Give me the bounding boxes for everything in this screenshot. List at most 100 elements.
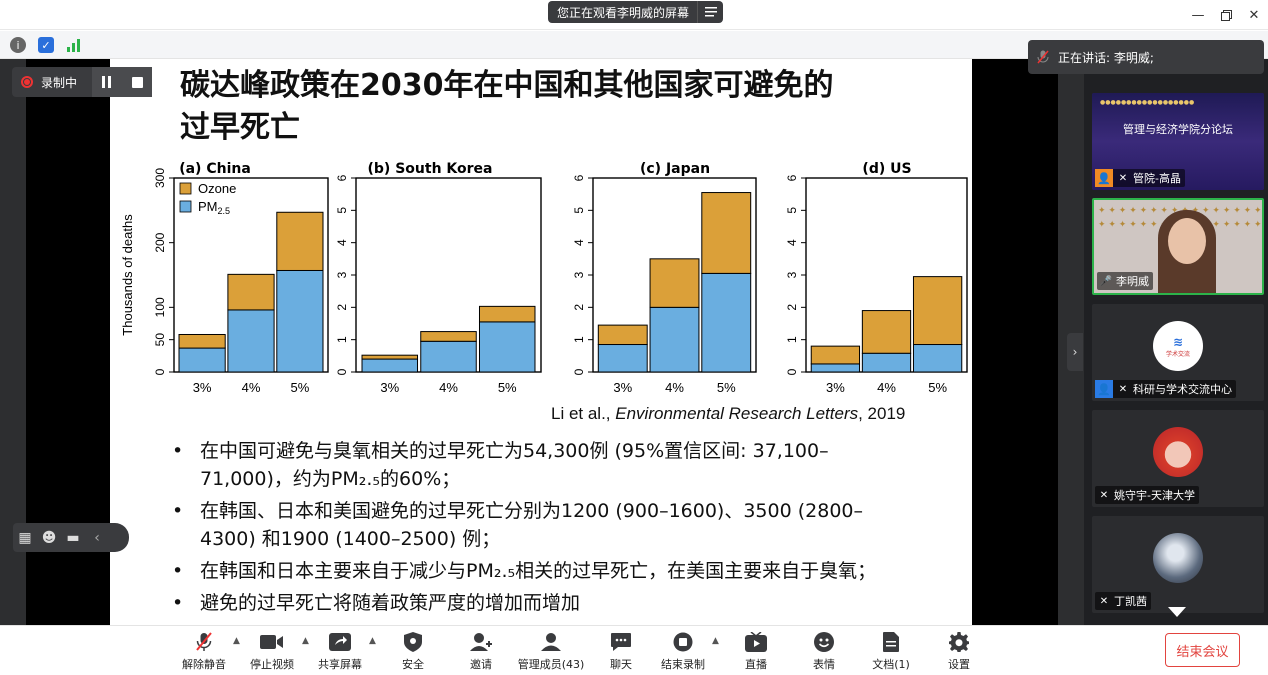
menu-icon[interactable]: [697, 1, 723, 23]
scroll-down-icon[interactable]: [1168, 607, 1186, 617]
chat-button[interactable]: 聊天: [589, 630, 653, 674]
security-label: 安全: [402, 658, 424, 671]
y-tick-label: 3: [335, 271, 349, 278]
x-tick-label: 4%: [242, 380, 261, 395]
citation-journal: Environmental Research Letters: [615, 404, 859, 423]
end-recording-button[interactable]: 结束录制: [651, 630, 715, 674]
y-tick-label: 0: [153, 368, 167, 375]
invite-button[interactable]: 邀请: [449, 630, 513, 674]
citation-year: , 2019: [858, 404, 906, 423]
chart-c-title: (c) Japan: [639, 161, 711, 177]
chevron-up-icon[interactable]: ▲: [233, 636, 240, 646]
mic-muted-icon: ✕: [1099, 595, 1109, 607]
chevron-left-icon[interactable]: ‹: [94, 529, 100, 546]
y-tick-label: 100: [153, 297, 167, 317]
emoji-button[interactable]: 表情: [792, 630, 856, 674]
y-tick-label: 0: [785, 368, 799, 375]
emoji-icon[interactable]: ☻: [41, 529, 57, 546]
chart-d-title: (d) US: [862, 161, 912, 177]
share-screen-label: 共享屏幕: [318, 658, 362, 671]
face: [1168, 218, 1206, 264]
shield-icon[interactable]: ✓: [38, 37, 54, 53]
participant-name-tag: 👤 ✕ 管院-高晶: [1095, 169, 1185, 187]
bar-segment: [861, 310, 912, 354]
shared-screen-area: 碳达峰政策在2030年在中国和其他国家可避免的 过早死亡 (a) China (…: [0, 59, 1084, 625]
bullet-list: 在中国可避免与臭氧相关的过早死亡为54,300例 (95%置信区间: 37,10…: [170, 437, 910, 621]
bar-segment: [227, 309, 275, 373]
apps-icon[interactable]: ▦: [18, 529, 32, 546]
stop-recording-button[interactable]: [122, 67, 152, 97]
unmute-button[interactable]: 解除静音: [172, 630, 236, 674]
collapse-panel-icon[interactable]: ›: [1067, 333, 1083, 371]
y-tick-label: 4: [785, 239, 799, 246]
participant-tile[interactable]: ≋ 学术交流 👤 ✕ 科研与学术交流中心: [1092, 304, 1264, 401]
bar-segment: [478, 305, 536, 323]
end-meeting-button[interactable]: 结束会议: [1165, 633, 1240, 667]
bar-segment: [597, 344, 648, 373]
pause-recording-button[interactable]: [92, 67, 122, 97]
y-tick-label: 5: [335, 207, 349, 214]
live-stream-label: 直播: [745, 658, 767, 671]
mic-icon: 🎤: [1099, 275, 1113, 287]
bar-segment: [276, 269, 324, 373]
bar-segment: [276, 211, 324, 271]
mic-muted-icon: [192, 630, 216, 654]
bar-segment: [420, 340, 477, 373]
bar-segment: [361, 358, 419, 373]
bar-segment: [420, 331, 477, 342]
avatar-icon: 👤: [1095, 169, 1113, 187]
bar-segment: [478, 321, 536, 373]
x-tick-label: 4%: [877, 380, 896, 395]
participant-tile-active[interactable]: ✦ ✦ ✦ ✦ ✦ ✦ ✦ ✦ ✦ ✦ ✦ ✦ ✦ ✦ ✦ ✦ ✦ ✦ ✦ ✦ …: [1092, 198, 1264, 295]
bar-segment: [597, 324, 648, 346]
y-tick-label: 2: [785, 304, 799, 311]
documents-label: 文档(1): [872, 658, 910, 671]
participant-name-tag: ✕ 丁凯茜: [1095, 592, 1151, 610]
participant-tile[interactable]: ✕ 丁凯茜: [1092, 516, 1264, 613]
share-notice-text: 您正在观看李明威的屏幕: [557, 5, 690, 20]
y-tick-label: 6: [785, 174, 799, 181]
close-icon[interactable]: ✕: [1248, 7, 1260, 23]
manage-members-button[interactable]: 管理成员(43): [514, 630, 588, 674]
y-tick-label: 0: [572, 368, 586, 375]
security-shield-icon: [401, 630, 425, 654]
avatar-icon: 👤: [1095, 380, 1113, 398]
bar-segment: [361, 354, 419, 360]
live-stream-button[interactable]: 直播: [724, 630, 788, 674]
window-titlebar: 您正在观看李明威的屏幕 — ✕: [0, 0, 1268, 30]
mic-muted-icon: ✕: [1118, 383, 1128, 395]
y-tick-label: 4: [335, 239, 349, 246]
minimize-icon[interactable]: —: [1191, 7, 1205, 23]
bar-segment: [178, 347, 226, 373]
share-screen-button[interactable]: 共享屏幕: [308, 630, 372, 674]
live-icon: [744, 630, 768, 654]
x-tick-label: 3%: [613, 380, 632, 395]
x-tick-label: 3%: [826, 380, 845, 395]
x-tick-label: 5%: [928, 380, 947, 395]
y-tick-label: 2: [572, 304, 586, 311]
participant-tile[interactable]: ✕ 姚守宇-天津大学: [1092, 410, 1264, 507]
y-tick-label: 1: [572, 336, 586, 343]
chevron-up-icon[interactable]: ▲: [712, 636, 719, 646]
documents-button[interactable]: 文档(1): [859, 630, 923, 674]
org-logo: ≋ 学术交流: [1153, 321, 1203, 371]
settings-button[interactable]: 设置: [927, 630, 991, 674]
chat-bubble-icon[interactable]: ▬: [66, 529, 80, 546]
slide-title-line2: 过早死亡: [180, 110, 300, 145]
info-icon[interactable]: i: [10, 37, 26, 53]
mic-muted-icon: ✕: [1118, 172, 1128, 184]
legend-label: PM2.5: [198, 199, 230, 216]
security-button[interactable]: 安全: [381, 630, 445, 674]
chevron-up-icon[interactable]: ▲: [369, 636, 376, 646]
floating-toolbar: ▦ ☻ ▬ ‹: [13, 523, 129, 552]
participant-tile[interactable]: ●●●●●●●●●●●●●●●●●● 管理与经济学院分论坛 👤 ✕ 管院-高晶: [1092, 93, 1264, 190]
stop-video-button[interactable]: 停止视频: [240, 630, 304, 674]
bar-segment: [810, 363, 861, 373]
signal-icon[interactable]: [66, 37, 82, 53]
restore-icon[interactable]: [1216, 5, 1236, 25]
settings-label: 设置: [948, 658, 970, 671]
y-tick-label: 1: [785, 336, 799, 343]
y-tick-label: 6: [335, 174, 349, 181]
record-dot-icon: [21, 76, 33, 88]
chevron-up-icon[interactable]: ▲: [302, 636, 309, 646]
